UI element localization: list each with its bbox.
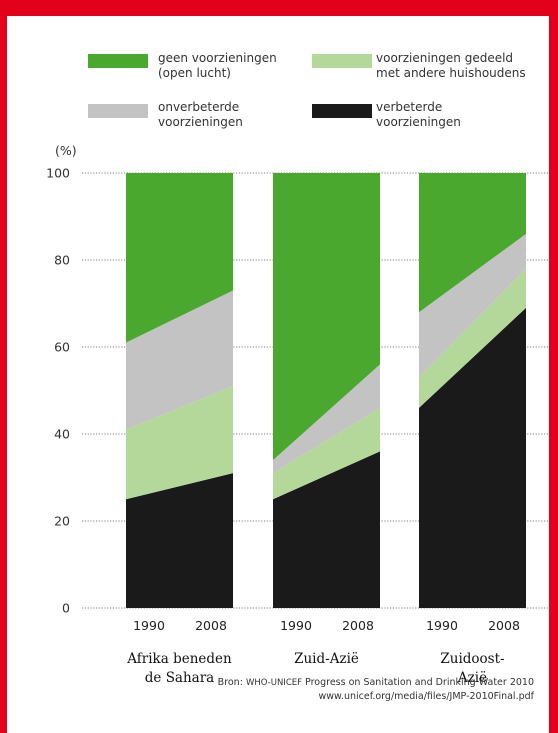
category-labels: 1990 2008 Afrika beneden de Sahara 1990 2008 Z… xyxy=(126,618,520,686)
source-prefix: Bron: xyxy=(218,677,246,688)
y-tick-label-40: 40 xyxy=(54,427,70,442)
x-tick-label-2008-panel-1: 2008 xyxy=(195,618,227,633)
region-label-panel-3-line-2: Azië xyxy=(457,670,487,686)
y-tick-label-0: 0 xyxy=(62,601,70,616)
panel-1 xyxy=(126,173,233,608)
area-unimproved-panel-2 xyxy=(273,364,380,474)
frame-right-border xyxy=(549,0,558,733)
x-tick-label-1990-panel-1: 1990 xyxy=(133,618,165,633)
x-tick-label-1990-panel-2: 1990 xyxy=(280,618,312,633)
source-title: Progress on Sanitation and Drinking Wate… xyxy=(302,677,534,688)
legend-swatch-shared xyxy=(312,54,372,68)
legend-label-open-air-line-2: (open lucht) xyxy=(158,66,231,80)
source-line-1: Bron: WHO-UNICEF Progress on Sanitation … xyxy=(218,677,534,688)
y-tick-label-20: 20 xyxy=(54,514,70,529)
panel-3 xyxy=(419,173,526,608)
legend-item-open-air: geen voorzieningen(open lucht) xyxy=(88,51,277,80)
axis-labels: 0 20 40 60 80 100 (%) xyxy=(46,143,77,616)
panel-2 xyxy=(273,173,380,608)
area-improved-panel-3 xyxy=(419,307,526,608)
source-org: WHO-UNICEF xyxy=(246,678,302,688)
area-open-air-panel-2 xyxy=(273,173,380,461)
legend-label-shared-line-2: met andere huishoudens xyxy=(376,66,526,80)
area-shared-panel-2 xyxy=(273,407,380,500)
y-tick-label-100: 100 xyxy=(46,166,70,181)
legend-label-unimproved-line-2: voorzieningen xyxy=(158,115,243,129)
area-improved-panel-2 xyxy=(273,451,380,608)
y-tick-label-60: 60 xyxy=(54,340,70,355)
area-open-air-panel-3 xyxy=(419,173,526,313)
area-open-air-panel-1 xyxy=(126,173,233,343)
legend-label-unimproved-line-1: onverbeterde xyxy=(158,100,239,114)
x-tick-label-1990-panel-3: 1990 xyxy=(426,618,458,633)
x-tick-label-2008-panel-3: 2008 xyxy=(488,618,520,633)
legend-label-shared-line-1: voorzieningen gedeeld xyxy=(376,51,513,65)
area-shared-panel-3 xyxy=(419,268,526,408)
region-label-panel-2-line-1: Zuid-Azië xyxy=(294,651,359,667)
x-tick-label-2008-panel-2: 2008 xyxy=(342,618,374,633)
y-axis-unit: (%) xyxy=(55,143,77,158)
legend: geen voorzieningen(open lucht) voorzienin… xyxy=(88,51,526,129)
legend-swatch-improved xyxy=(312,104,372,118)
area-unimproved-panel-1 xyxy=(126,290,233,430)
area-shared-panel-1 xyxy=(126,386,233,500)
region-label-panel-1-line-2: de Sahara xyxy=(145,670,214,686)
source-url: www.unicef.org/media/files/JMP-2010Final… xyxy=(318,691,534,702)
legend-swatch-open-air xyxy=(88,54,148,68)
legend-swatch-unimproved xyxy=(88,104,148,118)
region-label-panel-3-line-1: Zuidoost- xyxy=(440,651,504,667)
frame-top-banner xyxy=(0,0,549,16)
area-improved-panel-1 xyxy=(126,473,233,608)
area-unimproved-panel-3 xyxy=(419,233,526,378)
region-label-panel-1-line-1: Afrika beneden xyxy=(126,651,232,667)
legend-label-improved-line-1: verbeterde xyxy=(376,100,442,114)
frame-left-border xyxy=(0,0,7,733)
legend-label-improved-line-2: voorzieningen xyxy=(376,115,461,129)
y-tick-label-80: 80 xyxy=(54,253,70,268)
source-note: Bron: WHO-UNICEF Progress on Sanitation … xyxy=(218,677,535,702)
legend-label-open-air-line-1: geen voorzieningen xyxy=(158,51,277,65)
area-panels xyxy=(126,173,526,608)
